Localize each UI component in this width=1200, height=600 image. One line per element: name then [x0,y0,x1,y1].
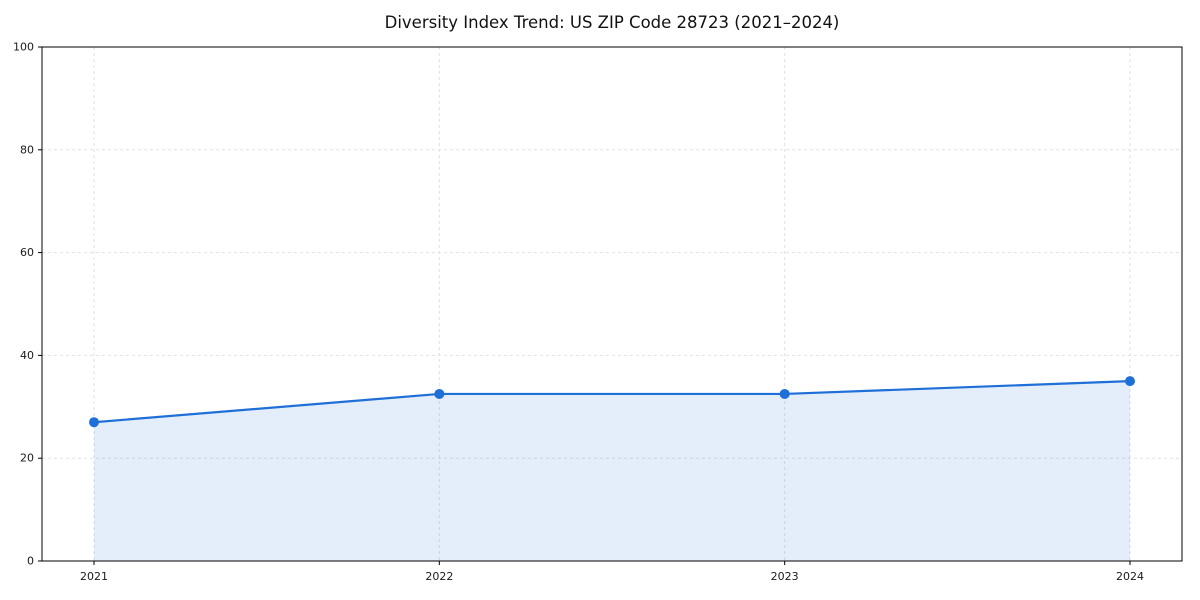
area-fill [94,381,1130,561]
trend-line [92,380,1132,424]
y-tick-label: 0 [27,555,34,568]
data-point [434,388,445,399]
y-tick-label: 80 [20,143,34,156]
y-tick-label: 40 [20,349,34,362]
y-tick-label: 60 [20,246,34,259]
data-point [89,417,99,428]
x-tick-label: 2023 [771,570,799,583]
x-tick-label: 2024 [1116,570,1144,583]
x-tick-label: 2021 [80,570,108,583]
data-point [1125,376,1135,387]
y-tick-label: 20 [20,452,34,465]
data-point [779,388,790,399]
chart-title: Diversity Index Trend: US ZIP Code 28723… [385,13,840,32]
y-tick-label: 100 [13,41,34,54]
x-tick-label: 2022 [425,570,453,583]
axes-border [41,46,1183,562]
